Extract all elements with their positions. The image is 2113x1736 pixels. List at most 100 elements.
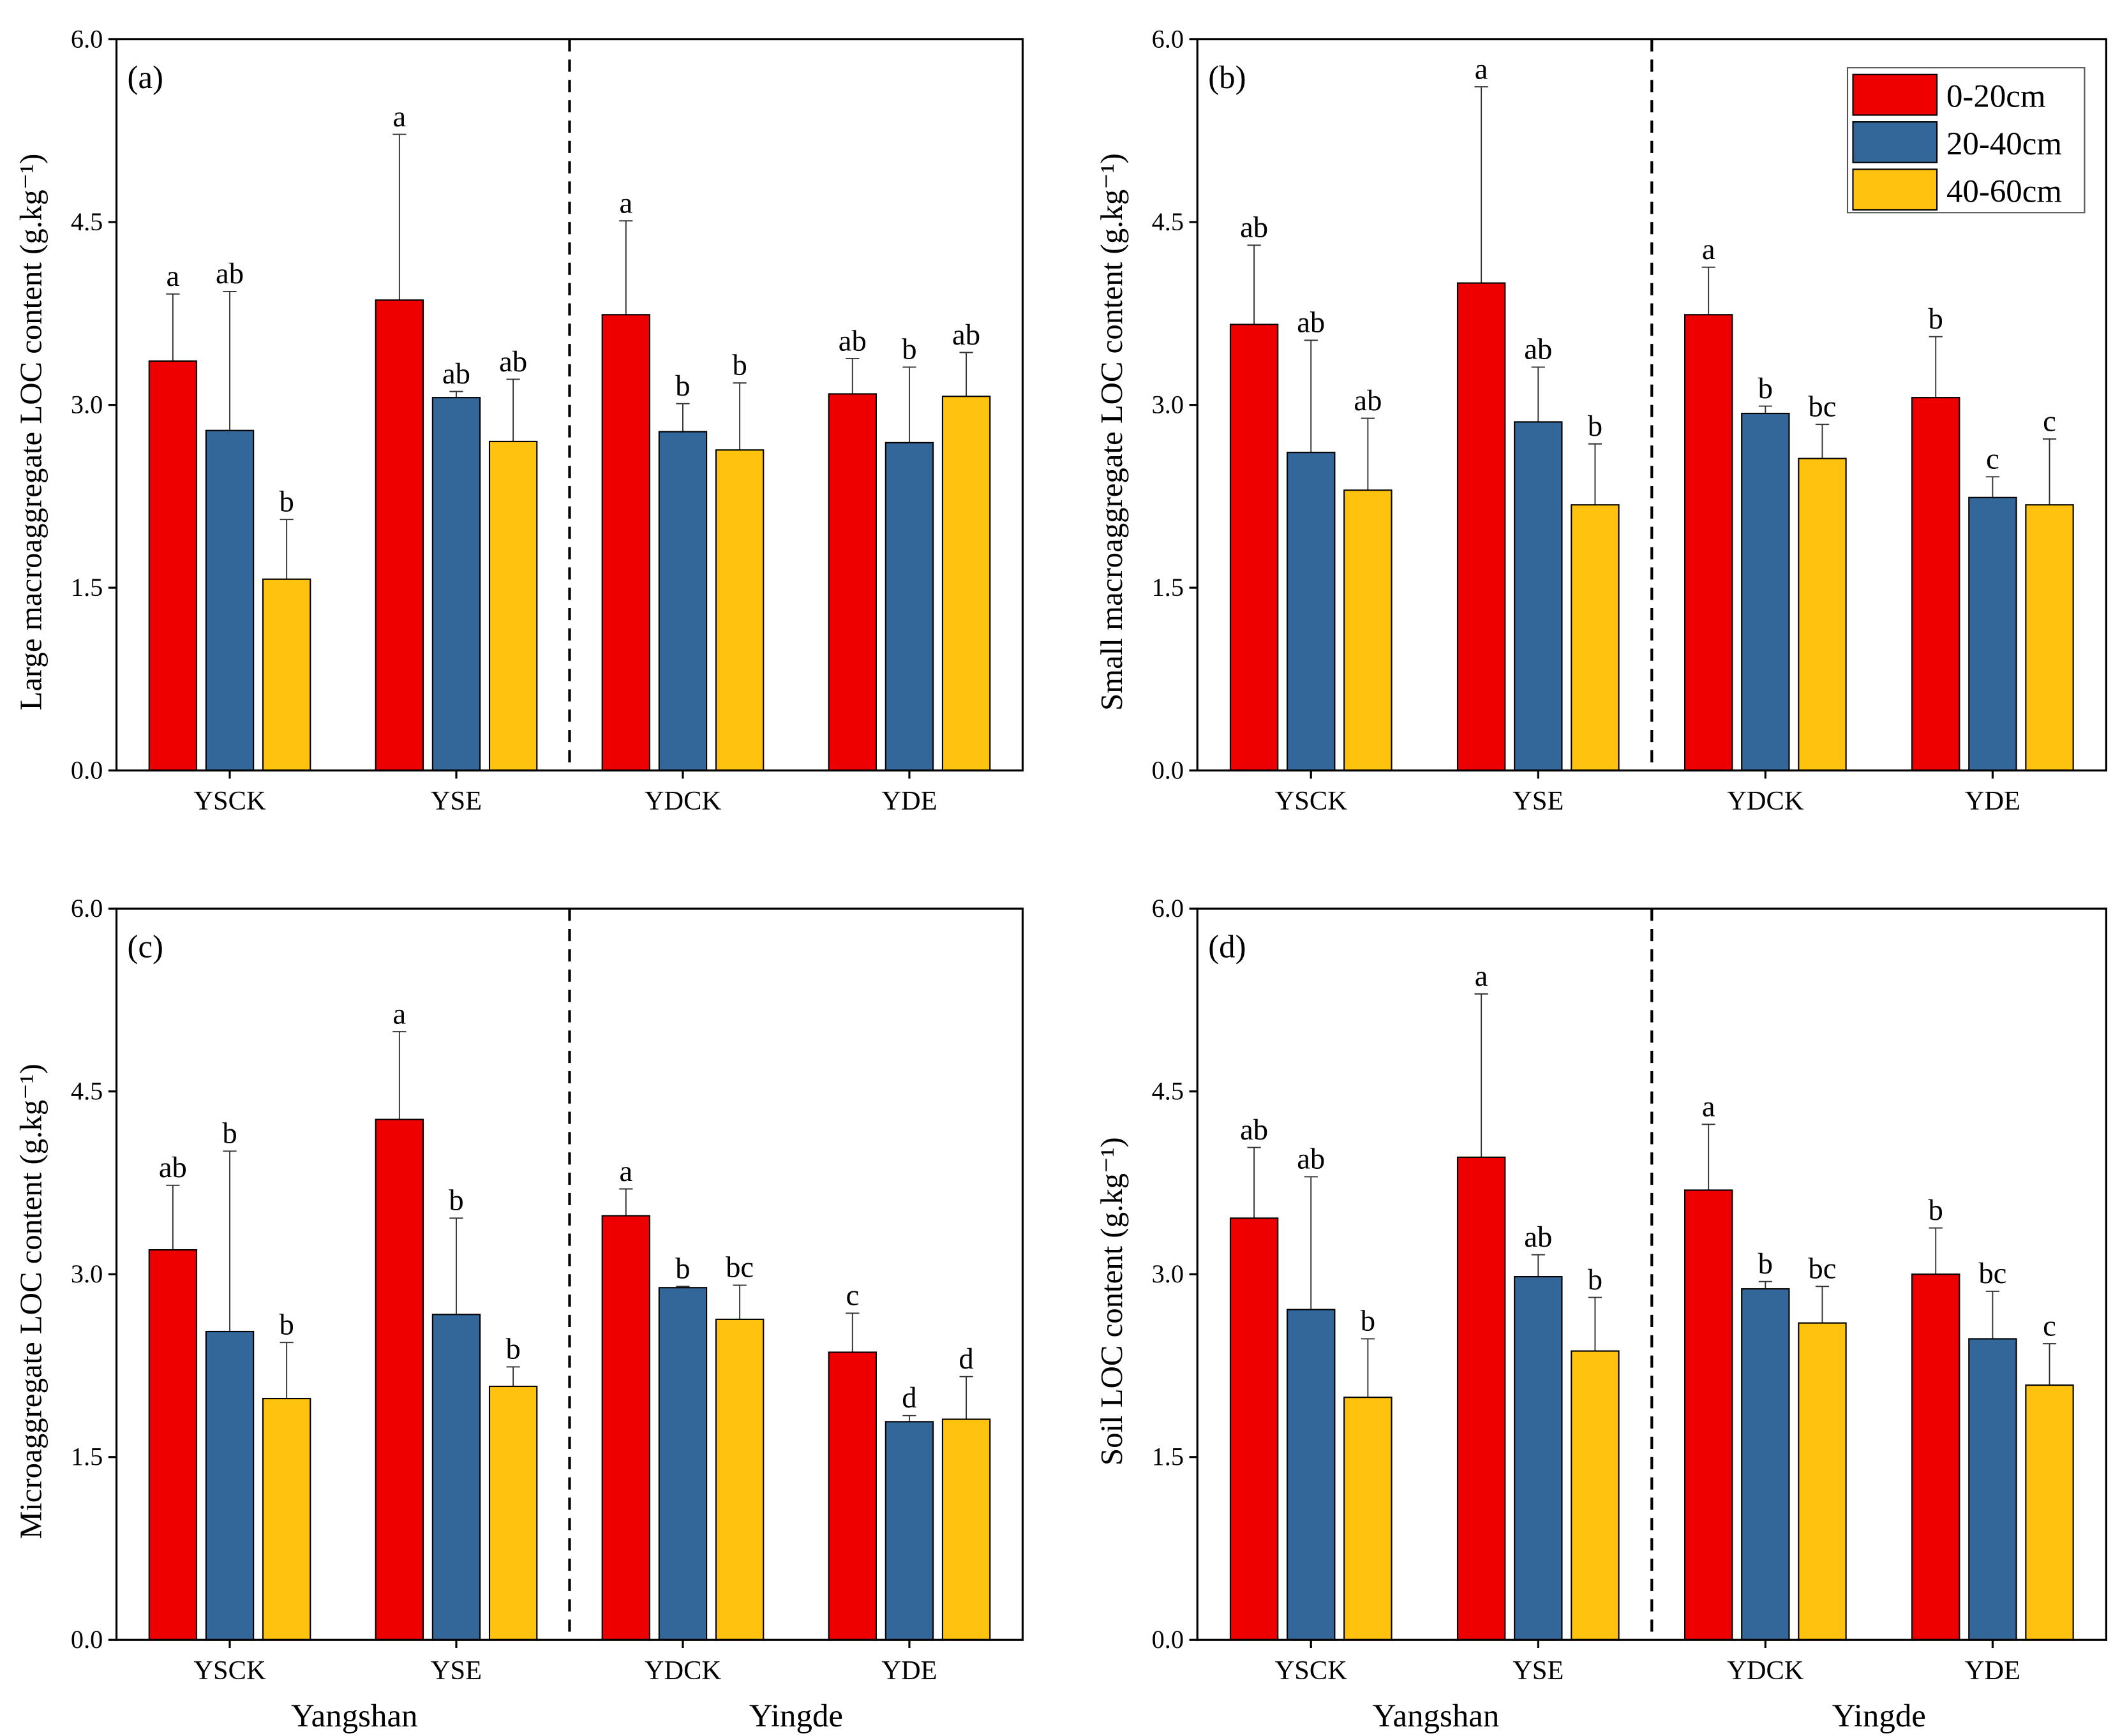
y-axis-label: Soil LOC content (g.kg⁻¹) bbox=[1094, 1137, 1129, 1465]
bar-40-60cm-YSE bbox=[1571, 1350, 1620, 1641]
significance-letter: c bbox=[2043, 404, 2056, 438]
y-tick-label: 4.5 bbox=[71, 207, 103, 236]
bar-20-40cm-YDCK bbox=[658, 1287, 708, 1641]
bar-0-20cm-YDCK bbox=[601, 314, 651, 771]
bar-40-60cm-YSCK bbox=[1343, 1397, 1392, 1641]
x-tick-label: YSE bbox=[1512, 786, 1564, 816]
significance-letter: b bbox=[1758, 372, 1773, 405]
bar-40-60cm-YDCK bbox=[1798, 457, 1847, 771]
panel-label: (c) bbox=[128, 930, 164, 965]
y-tick-label: 6.0 bbox=[71, 24, 103, 53]
legend-label: 40-60cm bbox=[1946, 174, 2062, 209]
significance-letter: a bbox=[1475, 960, 1488, 993]
bar-20-40cm-YDE bbox=[1968, 496, 2017, 771]
y-tick-label: 0.0 bbox=[71, 755, 103, 784]
x-tick-label: YSE bbox=[431, 1656, 482, 1686]
site-label: Yingde bbox=[1832, 1698, 1926, 1734]
bar-20-40cm-YDCK bbox=[1741, 1288, 1790, 1641]
significance-letter: ab bbox=[952, 318, 980, 352]
bar-40-60cm-YDE bbox=[941, 1418, 991, 1641]
legend-swatch bbox=[1852, 121, 1938, 163]
y-axis-label: Large macroaggregate LOC content (g.kg⁻¹… bbox=[13, 154, 48, 711]
bar-20-40cm-YSCK bbox=[205, 1330, 255, 1641]
bar-40-60cm-YDCK bbox=[1798, 1322, 1847, 1641]
bar-20-40cm-YDE bbox=[885, 441, 934, 771]
y-tick-label: 0.0 bbox=[1152, 755, 1184, 784]
significance-letter: a bbox=[167, 260, 180, 293]
y-axis-label: Small macroaggregate LOC content (g.kg⁻¹… bbox=[1094, 153, 1129, 711]
significance-letter: ab bbox=[1524, 333, 1552, 366]
site-label: Yangshan bbox=[1373, 1698, 1500, 1734]
bar-20-40cm-YSE bbox=[431, 397, 481, 771]
x-tick-label: YSCK bbox=[1275, 1656, 1348, 1686]
y-tick-label: 0.0 bbox=[71, 1625, 103, 1654]
y-tick-label: 3.0 bbox=[1152, 390, 1184, 419]
bar-40-60cm-YDE bbox=[2025, 1384, 2074, 1641]
significance-letter: bc bbox=[1808, 1252, 1836, 1286]
x-tick-label: YDE bbox=[881, 786, 937, 816]
significance-letter: ab bbox=[1297, 306, 1325, 339]
bar-0-20cm-YSE bbox=[375, 299, 424, 771]
significance-letter: a bbox=[1702, 1090, 1715, 1124]
bar-20-40cm-YSCK bbox=[1287, 1309, 1336, 1641]
bar-40-60cm-YSCK bbox=[262, 1398, 311, 1641]
bar-0-20cm-YDCK bbox=[1684, 1189, 1733, 1641]
significance-letter: c bbox=[2043, 1309, 2056, 1342]
site-label: Yangshan bbox=[291, 1698, 418, 1734]
x-tick-label: YSCK bbox=[1275, 786, 1348, 816]
y-tick-label: 1.5 bbox=[71, 1442, 103, 1471]
significance-letter: bc bbox=[1808, 390, 1836, 423]
x-tick-label: YSE bbox=[1512, 1656, 1564, 1686]
y-tick-label: 1.5 bbox=[71, 573, 103, 602]
panel-label: (d) bbox=[1208, 930, 1246, 965]
bar-0-20cm-YSCK bbox=[1229, 323, 1279, 771]
significance-letter: b bbox=[1588, 1263, 1602, 1296]
y-tick-label: 3.0 bbox=[71, 390, 103, 419]
bar-0-20cm-YDCK bbox=[601, 1215, 651, 1641]
bar-0-20cm-YSCK bbox=[1229, 1217, 1279, 1641]
bar-40-60cm-YDCK bbox=[715, 449, 765, 771]
significance-letter: bc bbox=[1978, 1257, 2006, 1290]
significance-letter: b bbox=[1929, 302, 1943, 336]
significance-letter: b bbox=[675, 369, 690, 403]
bar-40-60cm-YDCK bbox=[715, 1318, 765, 1641]
panel-label: (b) bbox=[1208, 60, 1246, 96]
significance-letter: a bbox=[619, 1155, 632, 1188]
y-tick-label: 1.5 bbox=[1152, 573, 1184, 602]
significance-letter: ab bbox=[442, 357, 470, 390]
y-axis-label: Microaggregate LOC content (g.kg⁻¹) bbox=[13, 1064, 48, 1539]
legend-swatch bbox=[1852, 73, 1938, 116]
bar-0-20cm-YDE bbox=[1911, 1273, 1960, 1641]
y-tick-label: 6.0 bbox=[1152, 24, 1184, 53]
x-tick-label: YSE bbox=[431, 786, 482, 816]
significance-letter: ab bbox=[1297, 1143, 1325, 1176]
x-tick-label: YSCK bbox=[193, 786, 266, 816]
significance-letter: ab bbox=[839, 324, 867, 357]
bar-20-40cm-YDE bbox=[885, 1421, 934, 1641]
significance-letter: b bbox=[449, 1184, 463, 1217]
significance-letter: ab bbox=[1524, 1220, 1552, 1254]
bar-0-20cm-YSCK bbox=[148, 360, 198, 771]
bar-20-40cm-YDE bbox=[1968, 1338, 2017, 1641]
legend-swatch bbox=[1852, 168, 1938, 211]
bar-20-40cm-YSE bbox=[1514, 1275, 1563, 1641]
significance-letter: b bbox=[1361, 1305, 1375, 1338]
bar-0-20cm-YDE bbox=[1911, 397, 1960, 771]
y-tick-label: 4.5 bbox=[71, 1076, 103, 1105]
significance-letter: b bbox=[1929, 1194, 1943, 1227]
bar-40-60cm-YDE bbox=[941, 396, 991, 771]
significance-letter: ab bbox=[1240, 211, 1268, 244]
x-tick-label: YDE bbox=[1965, 786, 2020, 816]
bar-20-40cm-YSCK bbox=[205, 429, 255, 771]
bar-40-60cm-YSE bbox=[488, 440, 538, 771]
y-tick-label: 1.5 bbox=[1152, 1442, 1184, 1471]
bar-20-40cm-YDCK bbox=[1741, 412, 1790, 771]
x-tick-label: YDE bbox=[881, 1656, 937, 1686]
significance-letter: ab bbox=[159, 1151, 187, 1184]
significance-letter: ab bbox=[1354, 384, 1382, 417]
bar-0-20cm-YSCK bbox=[148, 1249, 198, 1641]
legend: 0-20cm 20-40cm 40-60cm bbox=[1846, 67, 2086, 214]
significance-letter: c bbox=[1986, 443, 1999, 476]
